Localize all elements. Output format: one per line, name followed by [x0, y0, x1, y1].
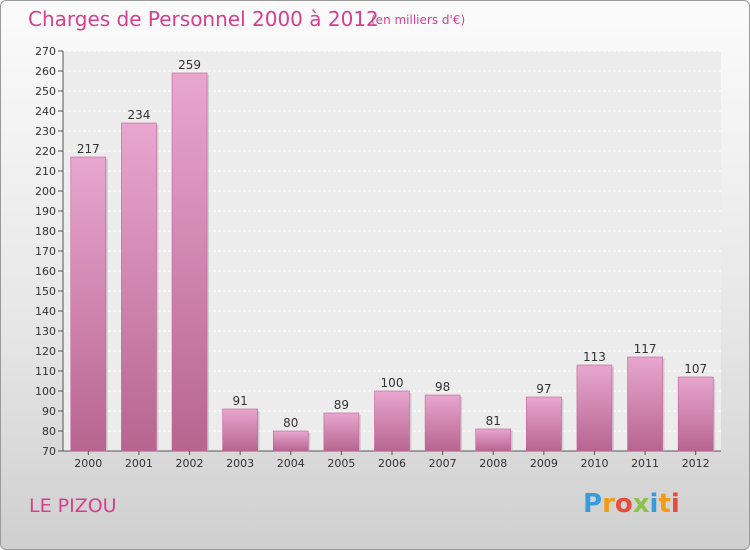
bar-value-label: 100 — [381, 376, 404, 390]
chart-title: Charges de Personnel 2000 à 2012 — [28, 7, 379, 31]
bar-value-label: 91 — [233, 394, 248, 408]
y-tick-label: 230 — [35, 125, 56, 138]
bar-value-label: 113 — [583, 350, 606, 364]
y-tick-label: 170 — [35, 245, 56, 258]
bar-value-label: 97 — [536, 382, 551, 396]
x-tick-label: 2008 — [479, 457, 507, 470]
y-tick-label: 160 — [35, 265, 56, 278]
bar-value-label: 89 — [334, 398, 349, 412]
y-tick-label: 90 — [42, 405, 56, 418]
logo-letter: i — [649, 489, 659, 519]
bar — [171, 72, 208, 452]
y-tick-label: 130 — [35, 325, 56, 338]
y-tick-label: 140 — [35, 305, 56, 318]
x-tick-label: 2010 — [580, 457, 608, 470]
y-tick-label: 240 — [35, 105, 56, 118]
bar-value-label: 217 — [77, 142, 100, 156]
y-tick-label: 150 — [35, 285, 56, 298]
x-tick-label: 2002 — [176, 457, 204, 470]
y-tick-label: 180 — [35, 225, 56, 238]
logo-letter: o — [614, 489, 633, 519]
y-tick-label: 190 — [35, 205, 56, 218]
y-tick-label: 200 — [35, 185, 56, 198]
bar — [526, 396, 562, 452]
logo-letter: r — [602, 489, 615, 519]
y-tick-label: 220 — [35, 145, 56, 158]
logo-letter: P — [583, 489, 603, 519]
bar — [475, 428, 512, 452]
bar — [627, 356, 663, 452]
bar-value-label: 117 — [634, 342, 657, 356]
x-tick-label: 2005 — [327, 457, 355, 470]
y-tick-label: 120 — [35, 345, 56, 358]
x-tick-label: 2011 — [631, 457, 659, 470]
chart-subtitle: (en milliers d'€) — [371, 13, 466, 27]
x-tick-label: 2000 — [74, 457, 102, 470]
bar-value-label: 98 — [435, 380, 450, 394]
y-tick-label: 100 — [35, 385, 56, 398]
y-tick-label: 210 — [35, 165, 56, 178]
logo-letter: t — [658, 489, 671, 519]
x-tick-label: 2001 — [125, 457, 153, 470]
y-tick-label: 70 — [42, 445, 56, 458]
x-tick-label: 2007 — [429, 457, 457, 470]
bar — [222, 408, 258, 452]
y-tick-label: 260 — [35, 65, 56, 78]
logo-letter: i — [670, 489, 680, 519]
bar — [323, 412, 360, 452]
x-tick-label: 2006 — [378, 457, 406, 470]
x-tick-label: 2012 — [682, 457, 710, 470]
y-tick-label: 80 — [42, 425, 56, 438]
y-tick-label: 110 — [35, 365, 56, 378]
bar — [576, 364, 613, 452]
x-tick-label: 2003 — [226, 457, 254, 470]
x-tick-label: 2004 — [277, 457, 305, 470]
proxiti-logo: Proxiti — [583, 489, 680, 519]
bar-value-label: 107 — [684, 362, 707, 376]
y-tick-label: 270 — [35, 45, 56, 58]
bar — [424, 394, 461, 452]
bar — [677, 376, 714, 452]
bar — [121, 122, 157, 452]
bar-value-label: 80 — [283, 416, 298, 430]
bar-value-label: 259 — [178, 58, 201, 72]
bar-value-label: 81 — [486, 414, 501, 428]
x-tick-label: 2009 — [530, 457, 558, 470]
bar — [70, 156, 107, 452]
place-name: LE PIZOU — [29, 495, 117, 517]
bar-value-label: 234 — [127, 108, 150, 122]
y-tick-label: 250 — [35, 85, 56, 98]
logo-letter: x — [632, 489, 650, 519]
bar — [272, 430, 309, 452]
bar — [374, 390, 410, 452]
